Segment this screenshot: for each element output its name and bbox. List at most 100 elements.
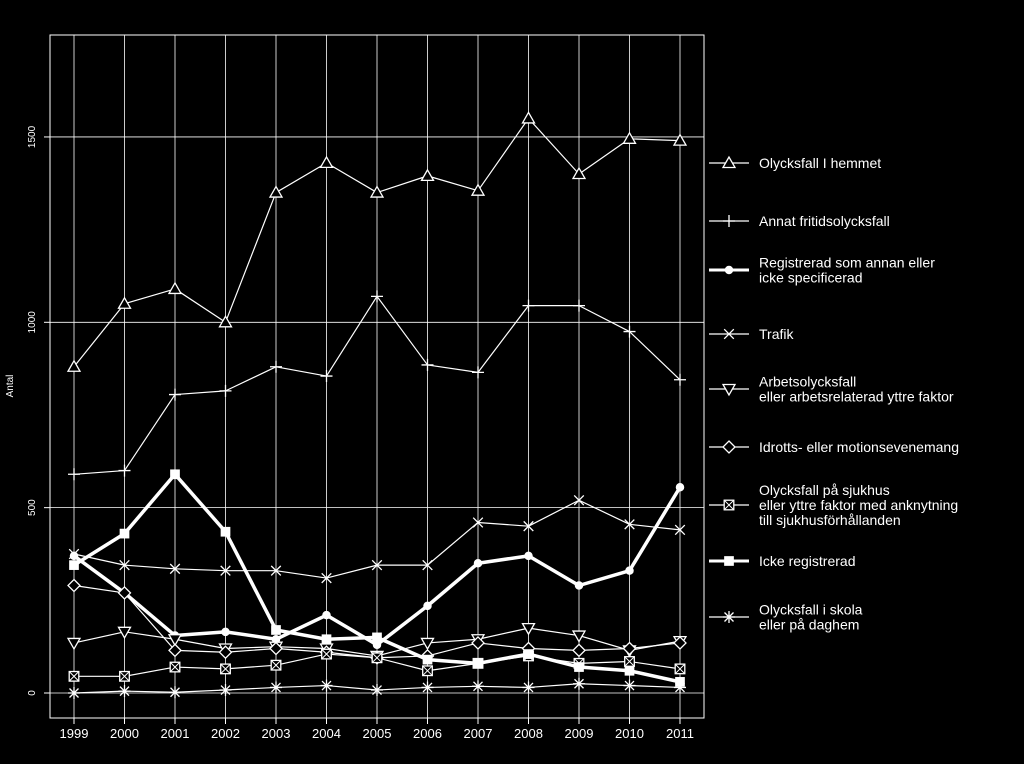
legend-label: eller på daghem — [759, 617, 859, 633]
data-point — [319, 155, 334, 169]
grid — [50, 35, 704, 718]
legend-item: Trafik — [709, 326, 794, 342]
data-point — [573, 299, 585, 312]
data-point — [167, 281, 183, 295]
legend-marker — [722, 440, 736, 454]
legend-item: Annat fritidsolycksfall — [709, 213, 890, 229]
x-tick-label: 2005 — [363, 726, 392, 741]
data-point — [673, 636, 687, 650]
data-point — [624, 656, 635, 667]
data-point — [522, 681, 535, 694]
data-point — [523, 649, 534, 659]
legend-marker — [721, 383, 737, 397]
legend: Olycksfall I hemmet Annat fritidsolycksfa… — [709, 155, 959, 633]
data-point — [371, 684, 383, 697]
data-point — [371, 652, 383, 664]
data-point — [420, 637, 435, 651]
x-tick-label: 2010 — [615, 726, 644, 741]
data-point — [572, 643, 586, 658]
legend-marker — [721, 155, 737, 169]
data-point — [170, 469, 180, 480]
data-point — [420, 168, 435, 182]
data-point — [218, 645, 233, 660]
data-point — [622, 641, 637, 656]
data-point — [270, 565, 282, 576]
data-point — [219, 684, 232, 697]
data-point — [68, 548, 80, 560]
data-point — [371, 290, 383, 303]
data-point — [522, 299, 535, 312]
x-tick-label: 2000 — [110, 726, 139, 741]
series-2 — [68, 290, 686, 481]
data-point — [672, 133, 688, 146]
data-point — [321, 648, 332, 660]
y-axis-label: Antal — [5, 375, 16, 398]
data-point — [421, 358, 434, 371]
data-point — [220, 565, 231, 576]
y-tick-label: 0 — [27, 690, 38, 696]
legend-marker — [724, 556, 734, 566]
y-tick-label: 1000 — [27, 311, 38, 334]
data-point — [471, 636, 485, 650]
data-point — [622, 131, 637, 144]
data-point — [674, 524, 686, 536]
data-point — [68, 670, 80, 682]
data-point — [67, 578, 81, 593]
data-point — [574, 662, 584, 672]
data-point — [117, 626, 132, 640]
x-tick-label: 2006 — [413, 726, 442, 741]
data-point — [221, 627, 230, 637]
data-point — [623, 679, 636, 692]
legend-marker — [723, 499, 735, 511]
data-point — [371, 559, 383, 571]
data-point — [372, 640, 382, 650]
x-tick-label: 2002 — [211, 726, 240, 741]
data-point — [521, 622, 536, 636]
x-tick-label: 2003 — [262, 726, 291, 741]
legend-label: Arbetsolycksfall — [759, 374, 856, 390]
data-point — [117, 296, 132, 309]
data-point — [169, 686, 181, 699]
x-tick-label: 1999 — [60, 726, 89, 741]
data-point — [571, 166, 587, 180]
legend-item: Olycksfall I hemmet — [709, 155, 881, 171]
legend-item: Icke registrerad — [709, 553, 855, 569]
data-point — [220, 526, 231, 537]
data-point — [625, 566, 634, 575]
data-point — [674, 681, 686, 694]
data-point — [167, 634, 183, 647]
data-point — [472, 680, 484, 693]
series-9 — [68, 677, 686, 699]
data-point — [219, 384, 232, 397]
legend-marker — [723, 611, 735, 623]
data-point — [321, 572, 332, 584]
data-point — [523, 520, 534, 532]
data-point — [372, 632, 382, 643]
data-point — [68, 687, 80, 699]
x-tick-label: 2008 — [514, 726, 543, 741]
data-point — [220, 663, 231, 675]
legend-label: till sjukhusförhållanden — [759, 512, 901, 528]
x-tick-label: 2001 — [161, 726, 190, 741]
data-point — [68, 468, 80, 481]
legend-item: Idrotts- eller motionsevenemang — [709, 439, 959, 455]
legend-label: Icke registrerad — [759, 553, 855, 569]
data-point — [270, 681, 282, 694]
y-tick-label: 1500 — [27, 125, 38, 148]
legend-label: eller yttre faktor med anknytning — [759, 497, 958, 513]
data-point — [573, 677, 585, 690]
data-point — [322, 610, 331, 620]
y-tick-label: 500 — [27, 499, 38, 516]
data-point — [422, 559, 433, 571]
data-point — [320, 370, 333, 383]
data-point — [675, 483, 685, 492]
data-point — [269, 641, 283, 656]
data-point — [118, 685, 131, 698]
data-point — [270, 360, 282, 373]
legend-label: Registrerad som annan eller — [759, 255, 935, 271]
data-point — [118, 464, 131, 477]
